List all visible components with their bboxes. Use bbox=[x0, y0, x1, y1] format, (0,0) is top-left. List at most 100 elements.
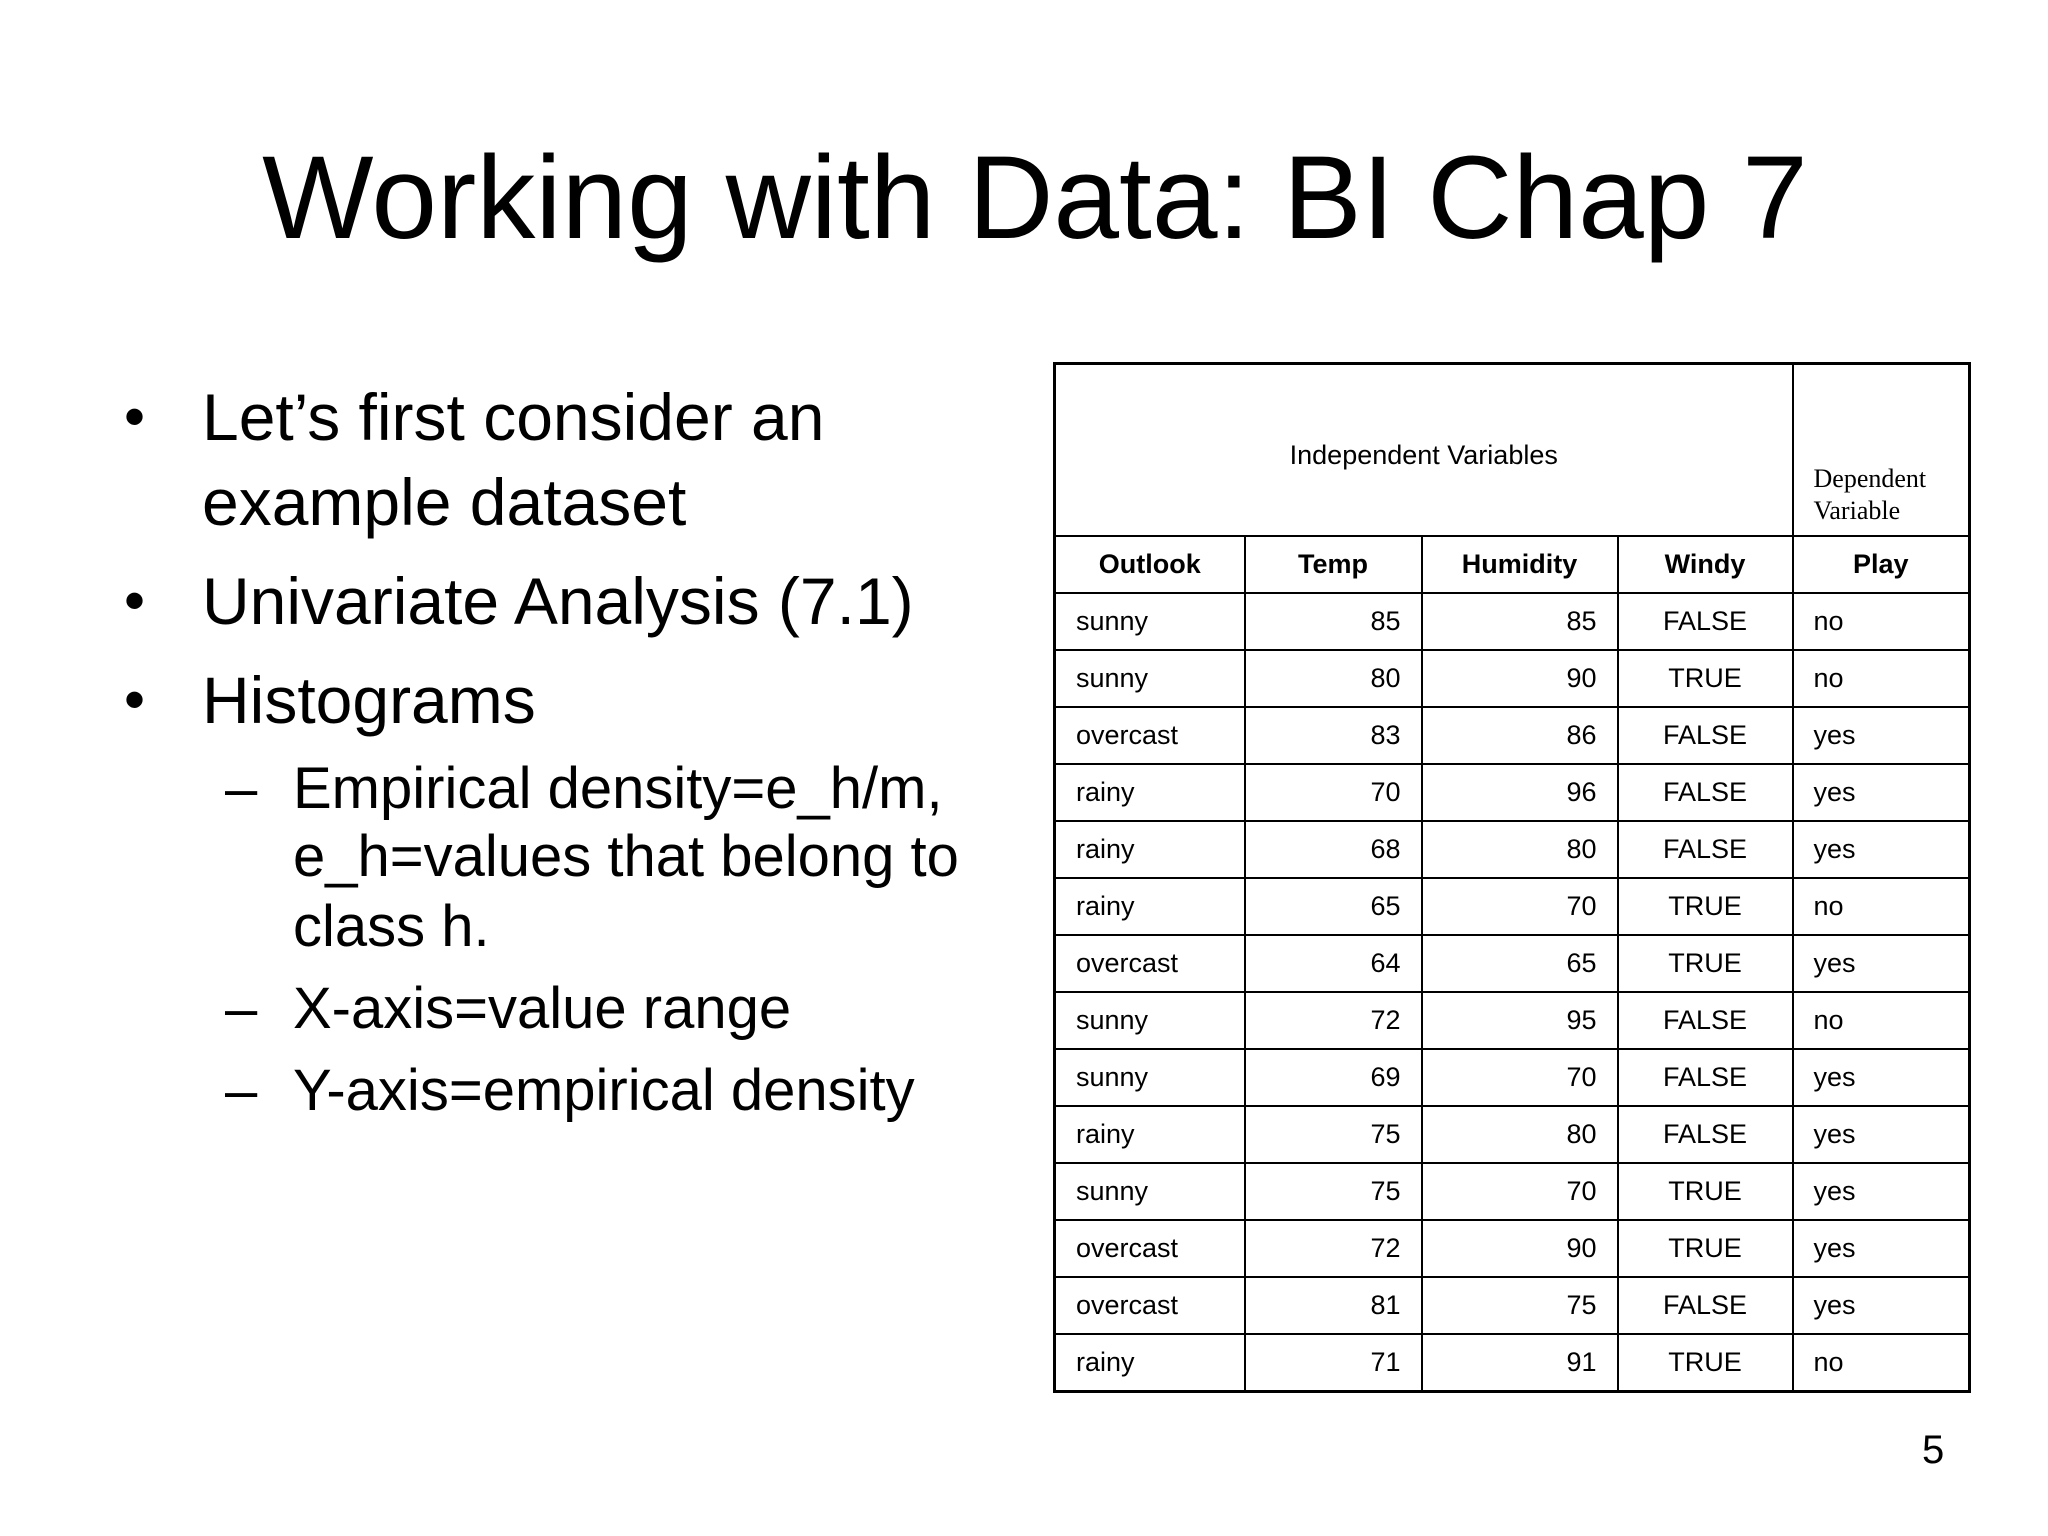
bullet-text: Let’s first consider an bbox=[202, 380, 825, 454]
cell-temp: 81 bbox=[1243, 1276, 1423, 1335]
variable-label: Variable bbox=[1813, 496, 1901, 525]
cell-windy: FALSE bbox=[1616, 1276, 1794, 1335]
cell-play: yes bbox=[1791, 1162, 1971, 1221]
cell-temp: 75 bbox=[1243, 1162, 1423, 1221]
cell-windy: FALSE bbox=[1616, 991, 1794, 1050]
cell-play: yes bbox=[1791, 934, 1971, 993]
cell-outlook: rainy bbox=[1053, 763, 1246, 822]
cell-play: yes bbox=[1791, 763, 1971, 822]
page-number: 5 bbox=[1922, 1428, 1945, 1472]
sub-bullet-text: class h. bbox=[293, 894, 490, 959]
table-row: rainy 71 91 TRUE no bbox=[1053, 1333, 1971, 1393]
cell-temp: 72 bbox=[1243, 1219, 1423, 1278]
cell-outlook: sunny bbox=[1053, 649, 1246, 708]
cell-play: yes bbox=[1791, 1276, 1971, 1335]
independent-variables-header: Independent Variables bbox=[1053, 362, 1794, 537]
cell-temp: 85 bbox=[1243, 592, 1423, 651]
table-row: rainy 75 80 FALSE yes bbox=[1053, 1105, 1971, 1164]
dependent-label: Dependent bbox=[1813, 464, 1927, 493]
dash-icon: – bbox=[225, 1058, 258, 1123]
table-row: rainy 65 70 TRUE no bbox=[1053, 877, 1971, 936]
cell-humidity: 65 bbox=[1420, 934, 1619, 993]
cell-play: no bbox=[1791, 991, 1971, 1050]
sub-bullet-text: e_h=values that belong to bbox=[293, 824, 959, 889]
cell-outlook: rainy bbox=[1053, 820, 1246, 879]
header-humidity: Humidity bbox=[1420, 535, 1619, 594]
table-row: rainy 68 80 FALSE yes bbox=[1053, 820, 1971, 879]
header-windy: Windy bbox=[1616, 535, 1794, 594]
cell-windy: FALSE bbox=[1616, 763, 1794, 822]
table-row: overcast 72 90 TRUE yes bbox=[1053, 1219, 1971, 1278]
cell-outlook: overcast bbox=[1053, 706, 1246, 765]
dash-icon: – bbox=[225, 976, 258, 1041]
sub-bullet-text: X-axis=value range bbox=[293, 976, 792, 1041]
header-play: Play bbox=[1791, 535, 1971, 594]
cell-temp: 64 bbox=[1243, 934, 1423, 993]
table-row: sunny 72 95 FALSE no bbox=[1053, 991, 1971, 1050]
table-row: overcast 64 65 TRUE yes bbox=[1053, 934, 1971, 993]
cell-temp: 65 bbox=[1243, 877, 1423, 936]
cell-temp: 83 bbox=[1243, 706, 1423, 765]
cell-windy: TRUE bbox=[1616, 1333, 1794, 1393]
cell-play: yes bbox=[1791, 820, 1971, 879]
bullet-text: Univariate Analysis (7.1) bbox=[202, 564, 914, 638]
cell-humidity: 70 bbox=[1420, 1162, 1619, 1221]
cell-temp: 70 bbox=[1243, 763, 1423, 822]
cell-play: no bbox=[1791, 649, 1971, 708]
table-row: sunny 75 70 TRUE yes bbox=[1053, 1162, 1971, 1221]
group-header-row: Independent Variables Dependent Variable bbox=[1053, 362, 1971, 537]
cell-outlook: sunny bbox=[1053, 1048, 1246, 1107]
cell-humidity: 75 bbox=[1420, 1276, 1619, 1335]
cell-outlook: rainy bbox=[1053, 1105, 1246, 1164]
cell-humidity: 86 bbox=[1420, 706, 1619, 765]
bullet-icon: • bbox=[124, 666, 146, 733]
cell-humidity: 70 bbox=[1420, 1048, 1619, 1107]
cell-humidity: 70 bbox=[1420, 877, 1619, 936]
cell-play: no bbox=[1791, 1333, 1971, 1393]
cell-windy: FALSE bbox=[1616, 1105, 1794, 1164]
dash-icon: – bbox=[225, 756, 258, 821]
cell-outlook: overcast bbox=[1053, 1276, 1246, 1335]
dataset-table: Independent Variables Dependent Variable … bbox=[1053, 362, 1971, 1393]
column-header-row: Outlook Temp Humidity Windy Play bbox=[1053, 535, 1971, 594]
cell-play: yes bbox=[1791, 1219, 1971, 1278]
bullet-icon: • bbox=[124, 567, 146, 634]
cell-windy: FALSE bbox=[1616, 1048, 1794, 1107]
cell-humidity: 90 bbox=[1420, 649, 1619, 708]
slide-title: Working with Data: BI Chap 7 bbox=[262, 132, 1808, 264]
table-row: sunny 85 85 FALSE no bbox=[1053, 592, 1971, 651]
header-temp: Temp bbox=[1243, 535, 1423, 594]
bullet-icon: • bbox=[124, 383, 146, 450]
cell-play: yes bbox=[1791, 1048, 1971, 1107]
sub-bullet-text: Y-axis=empirical density bbox=[293, 1058, 915, 1123]
cell-outlook: sunny bbox=[1053, 1162, 1246, 1221]
cell-play: yes bbox=[1791, 1105, 1971, 1164]
cell-play: yes bbox=[1791, 706, 1971, 765]
cell-humidity: 85 bbox=[1420, 592, 1619, 651]
cell-windy: FALSE bbox=[1616, 592, 1794, 651]
cell-outlook: overcast bbox=[1053, 934, 1246, 993]
cell-outlook: sunny bbox=[1053, 991, 1246, 1050]
cell-windy: TRUE bbox=[1616, 877, 1794, 936]
cell-humidity: 91 bbox=[1420, 1333, 1619, 1393]
cell-outlook: rainy bbox=[1053, 1333, 1246, 1393]
table-row: overcast 83 86 FALSE yes bbox=[1053, 706, 1971, 765]
table-row: overcast 81 75 FALSE yes bbox=[1053, 1276, 1971, 1335]
bullet-text: Histograms bbox=[202, 663, 536, 737]
cell-windy: FALSE bbox=[1616, 706, 1794, 765]
cell-play: no bbox=[1791, 877, 1971, 936]
cell-temp: 71 bbox=[1243, 1333, 1423, 1393]
cell-temp: 75 bbox=[1243, 1105, 1423, 1164]
cell-outlook: overcast bbox=[1053, 1219, 1246, 1278]
cell-temp: 80 bbox=[1243, 649, 1423, 708]
dependent-variable-header: Dependent Variable bbox=[1791, 362, 1971, 537]
cell-humidity: 80 bbox=[1420, 1105, 1619, 1164]
cell-humidity: 96 bbox=[1420, 763, 1619, 822]
bullet-text: example dataset bbox=[202, 465, 687, 539]
cell-humidity: 95 bbox=[1420, 991, 1619, 1050]
cell-outlook: sunny bbox=[1053, 592, 1246, 651]
cell-windy: TRUE bbox=[1616, 1162, 1794, 1221]
cell-temp: 72 bbox=[1243, 991, 1423, 1050]
cell-windy: TRUE bbox=[1616, 1219, 1794, 1278]
cell-play: no bbox=[1791, 592, 1971, 651]
